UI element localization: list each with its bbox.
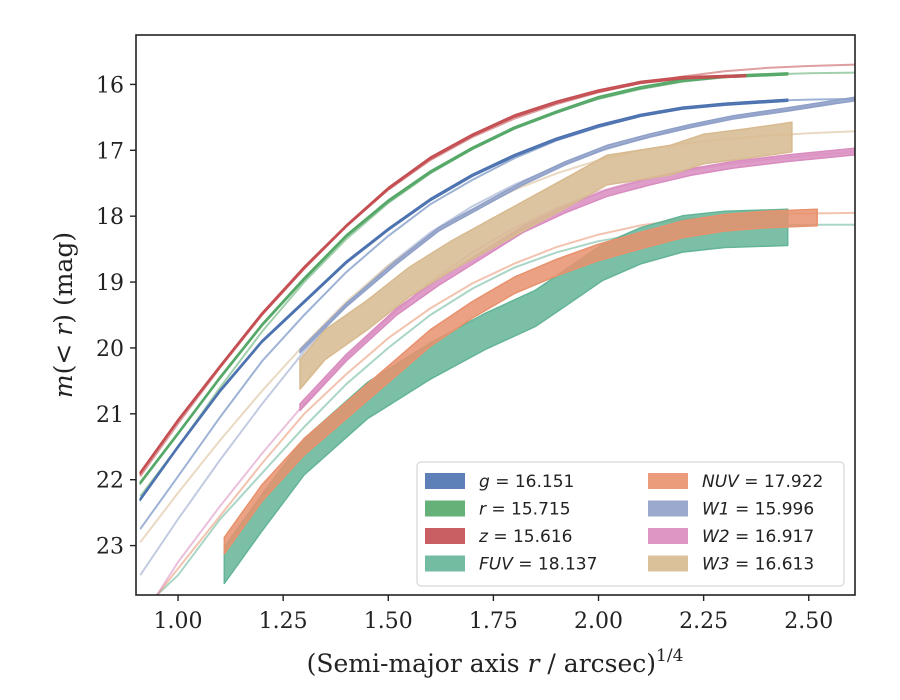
- legend-var-z: z: [478, 527, 489, 547]
- x-tick-label: 1.25: [259, 609, 308, 634]
- y-axis-label: m(< r) (mag): [49, 232, 78, 398]
- y-label-post: ) (mag): [49, 232, 78, 324]
- legend-box: [416, 461, 845, 587]
- legend-value-w3: = 16.613: [730, 555, 815, 575]
- y-tick-label: 23: [96, 535, 124, 560]
- legend-label-g: g = 16.151: [479, 472, 574, 492]
- legend-var-w2: W2: [702, 527, 730, 547]
- legend-label-w1: W1 = 15.996: [702, 500, 814, 520]
- legend-label-w3: W3 = 16.613: [702, 555, 814, 575]
- legend-label-fuv: FUV = 18.137: [479, 555, 597, 575]
- legend-var-w3: W3: [702, 555, 730, 575]
- legend-label-nuv: NUV = 17.922: [702, 472, 823, 492]
- series-w3-band: [299, 121, 793, 390]
- series-w1-band: [299, 96, 855, 354]
- legend-var-g: g: [479, 472, 490, 492]
- y-tick-label: 22: [96, 469, 124, 494]
- x-tick-label: 1.50: [364, 609, 413, 634]
- series-nuv-band: [223, 208, 818, 555]
- x-tick-label: 2.00: [574, 609, 623, 634]
- y-tick-label: 20: [96, 337, 124, 362]
- plot-area: [139, 63, 855, 595]
- legend-swatch-w2: [648, 528, 688, 544]
- legend-swatch-r: [425, 500, 465, 517]
- y-label-pre: (<: [49, 336, 78, 375]
- x-tick-label: 1.75: [469, 609, 518, 634]
- series-g-band: [139, 98, 789, 502]
- legend-label-w2: W2 = 16.917: [702, 527, 814, 547]
- legend-swatch-g: [425, 473, 465, 489]
- legend-value-nuv: = 17.922: [739, 472, 824, 492]
- y-tick-label: 17: [96, 139, 124, 164]
- legend-value-g: = 16.151: [490, 472, 575, 492]
- legend-label-z: z = 15.616: [478, 527, 572, 547]
- legend-var-fuv: FUV: [479, 555, 514, 575]
- y-tick-label: 21: [96, 403, 124, 428]
- legend-value-r: = 15.715: [486, 500, 571, 520]
- legend-swatch-fuv: [425, 555, 465, 572]
- y-label-m: m: [49, 374, 78, 398]
- y-tick-label: 18: [96, 205, 124, 230]
- legend-value-z: = 15.616: [488, 527, 573, 547]
- series-layer: [139, 63, 855, 595]
- x-tick-label: 2.25: [679, 609, 728, 634]
- legend-label-r: r = 15.715: [479, 500, 571, 520]
- legend-var-w1: W1: [702, 500, 730, 520]
- legend-var-nuv: NUV: [702, 472, 740, 492]
- legend-swatch-nuv: [648, 473, 688, 489]
- legend-swatch-w3: [648, 555, 688, 572]
- legend-value-w2: = 16.917: [730, 527, 815, 547]
- plot-frame: [135, 34, 856, 596]
- legend-swatch-z: [425, 528, 465, 544]
- series-r-band: [139, 72, 789, 485]
- series-z-band: [139, 74, 747, 475]
- x-tick-label: 2.50: [784, 609, 833, 634]
- y-tick-label: 19: [96, 271, 124, 296]
- x-axis-label: (Semi-major axis r / arcsec)1/4: [307, 646, 684, 678]
- legend-value-w1: = 15.996: [730, 500, 815, 520]
- y-tick-label: 16: [96, 73, 124, 98]
- legend-swatch-w1: [648, 500, 688, 517]
- legend-var-r: r: [479, 500, 487, 520]
- axes-layer: 1.00 1.25 1.50 1.75 2.00 2.25 2.50 16 17 18 19 20 21…: [96, 34, 856, 634]
- y-label-var: r: [49, 322, 78, 336]
- x-tick-label: 1.00: [154, 609, 203, 634]
- legend-value-fuv: = 18.137: [513, 555, 598, 575]
